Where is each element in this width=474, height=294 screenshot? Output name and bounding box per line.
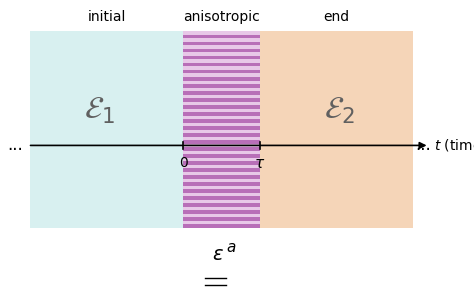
Text: 0: 0 xyxy=(179,156,188,170)
Text: $\mathcal{E}_1$: $\mathcal{E}_1$ xyxy=(84,96,115,126)
Text: $\tau$: $\tau$ xyxy=(255,156,265,171)
Text: end: end xyxy=(323,10,350,24)
Text: initial: initial xyxy=(88,10,126,24)
Text: anisotropic: anisotropic xyxy=(183,10,260,24)
Text: $\varepsilon$: $\varepsilon$ xyxy=(212,245,224,265)
Text: ...: ... xyxy=(416,136,431,154)
Text: $\mathcal{E}_2$: $\mathcal{E}_2$ xyxy=(324,96,355,126)
Text: $t$ (time): $t$ (time) xyxy=(434,137,474,153)
Text: ...: ... xyxy=(7,136,23,154)
Text: $a$: $a$ xyxy=(226,240,236,255)
